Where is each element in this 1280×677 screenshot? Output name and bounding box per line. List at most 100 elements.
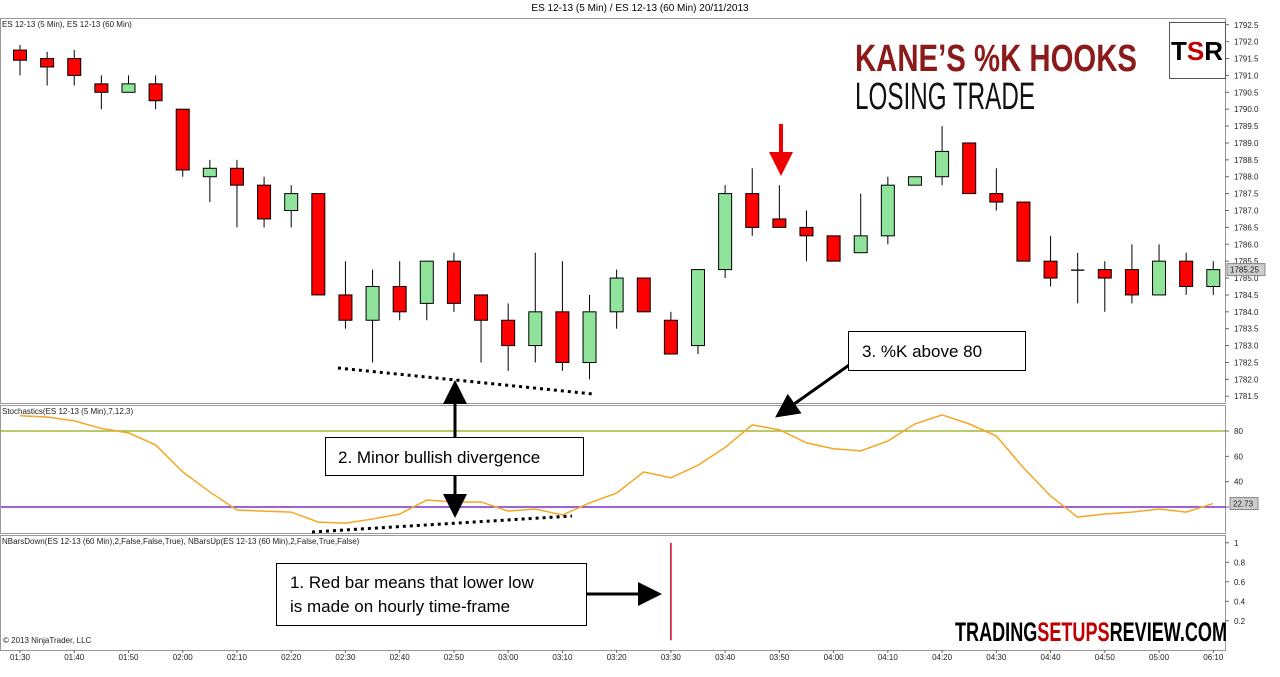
panel-title: Stochastics(ES 12-13 (5 Min),7,12,3)	[2, 407, 134, 416]
y-tick-label: 1790.0	[1234, 105, 1259, 114]
candle-body	[962, 142, 977, 195]
candle-body	[799, 226, 814, 237]
x-tick-label: 03:30	[661, 653, 682, 662]
y-tick-label: 1791.5	[1234, 55, 1259, 64]
callout-box	[276, 563, 587, 626]
callout: 1. Red bar means that lower low	[290, 573, 535, 592]
y-tick-label: 1785.5	[1234, 257, 1259, 266]
subheading: LOSING TRADE	[855, 76, 1035, 118]
candle-body	[636, 277, 651, 313]
callout: is made on hourly time-frame	[290, 597, 510, 616]
candle-body	[772, 218, 787, 228]
candle-body	[13, 49, 27, 61]
last-value-label: 22.73	[1233, 500, 1254, 509]
logo-part: S	[1187, 36, 1204, 66]
y-tick-label: 1788.0	[1234, 173, 1259, 182]
candle-body	[880, 184, 895, 237]
y-tick-label: 1781.5	[1234, 392, 1259, 401]
y-tick-label: 1784.5	[1234, 291, 1259, 300]
window-title: ES 12-13 (5 Min) / ES 12-13 (60 Min) 20/…	[531, 3, 749, 14]
candle-body	[229, 167, 244, 186]
candle-body	[609, 277, 624, 313]
y-tick-label: 1787.0	[1234, 207, 1259, 216]
candle-body	[718, 193, 733, 271]
y-tick-label: 1786.0	[1234, 240, 1259, 249]
y-tick-label: 1782.5	[1234, 358, 1259, 367]
candle-body	[528, 311, 543, 347]
panel-title: ES 12-13 (5 Min), ES 12-13 (60 Min)	[2, 20, 132, 29]
x-tick-label: 04:40	[1041, 653, 1062, 662]
x-tick-label: 01:40	[64, 653, 85, 662]
heading: KANE’S %K HOOKS	[855, 38, 1137, 80]
arrow	[775, 361, 853, 418]
candle-body	[1043, 260, 1058, 279]
candle-body	[555, 311, 570, 363]
x-tick-label: 04:30	[986, 653, 1007, 662]
candle-body	[40, 58, 55, 68]
candle-body	[935, 150, 950, 178]
x-tick-label: 02:20	[281, 653, 302, 662]
candle-body	[1071, 269, 1085, 271]
candle-body	[338, 294, 353, 321]
x-tick-label: 03:20	[607, 653, 628, 662]
candle-body	[1152, 260, 1167, 296]
logo-part: T	[1171, 36, 1187, 66]
y-tick-label: 60	[1234, 452, 1243, 461]
candle-body	[446, 260, 461, 304]
y-tick-label: 40	[1234, 478, 1243, 487]
candle-body	[663, 319, 678, 355]
candle-body	[582, 311, 597, 363]
bar	[670, 542, 672, 641]
candle-body	[121, 83, 136, 93]
candle-body	[853, 235, 868, 254]
candle-body	[148, 83, 163, 102]
stochastic-line	[19, 414, 1214, 524]
y-tick-label: 1	[1234, 539, 1239, 548]
x-tick-label: 02:50	[444, 653, 465, 662]
x-tick-label: 03:50	[769, 653, 790, 662]
x-tick-label: 03:00	[498, 653, 519, 662]
candle-body	[474, 294, 489, 321]
website-part: SETUPS	[1037, 617, 1109, 647]
last-price-label: 1785.25	[1230, 266, 1259, 275]
trend-dotted-line	[311, 514, 573, 534]
y-tick-label: 0.4	[1234, 597, 1246, 606]
x-tick-label: 01:50	[118, 653, 139, 662]
y-tick-label: 1790.5	[1234, 88, 1259, 97]
logo-part: R	[1204, 36, 1223, 66]
last-value-box	[1229, 497, 1259, 511]
candle-body	[1016, 201, 1031, 262]
y-tick-label: 1786.5	[1234, 223, 1259, 232]
candle-body	[392, 285, 407, 313]
website-part: REVIEW.COM	[1110, 617, 1227, 647]
x-tick-label: 04:20	[932, 653, 953, 662]
y-tick-label: 1792.5	[1234, 21, 1259, 30]
y-tick-label: 1792.0	[1234, 38, 1259, 47]
candle-body	[826, 235, 841, 262]
candle-body	[419, 260, 434, 304]
callout: 3. %K above 80	[862, 342, 982, 361]
candle-body	[257, 184, 272, 220]
y-tick-label: 80	[1234, 427, 1243, 436]
website-part: TRADING	[955, 617, 1037, 647]
candle-body	[202, 167, 217, 178]
y-tick-label: 1788.5	[1234, 156, 1259, 165]
y-tick-label: 1785.0	[1234, 274, 1259, 283]
candle-body	[94, 83, 109, 93]
candle-body	[691, 269, 705, 347]
y-tick-label: 1789.0	[1234, 139, 1259, 148]
x-tick-label: 06:10	[1203, 653, 1224, 662]
x-tick-label: 02:00	[173, 653, 194, 662]
copyright: © 2013 NinjaTrader, LLC	[3, 636, 92, 645]
x-tick-label: 05:00	[1149, 653, 1170, 662]
y-tick-label: 0.8	[1234, 558, 1246, 567]
y-tick-label: 1789.5	[1234, 122, 1259, 131]
x-tick-label: 04:00	[824, 653, 845, 662]
candle-body	[1206, 269, 1221, 287]
callout: 2. Minor bullish divergence	[338, 448, 540, 467]
candle-body	[745, 193, 760, 228]
y-tick-label: 1787.5	[1234, 190, 1259, 199]
y-tick-label: 1784.0	[1234, 308, 1259, 317]
y-tick-label: 0.2	[1234, 617, 1246, 626]
